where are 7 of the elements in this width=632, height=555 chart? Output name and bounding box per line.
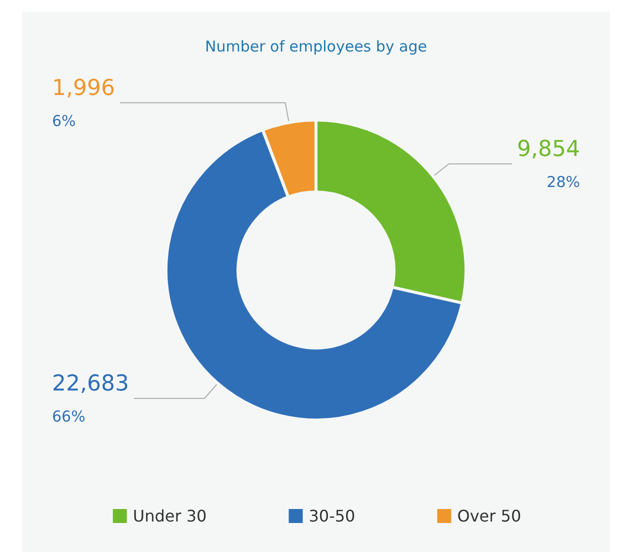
legend-label: 30-50: [308, 506, 356, 526]
data-label: 22,683 66%: [52, 371, 129, 426]
data-label: 9,854 28%: [517, 136, 580, 191]
data-label: 1,996 6%: [52, 76, 115, 130]
legend-label: Under 30: [132, 506, 207, 526]
legend-label: Over 50: [457, 506, 522, 526]
chart-title: Number of employees by age: [205, 38, 427, 56]
